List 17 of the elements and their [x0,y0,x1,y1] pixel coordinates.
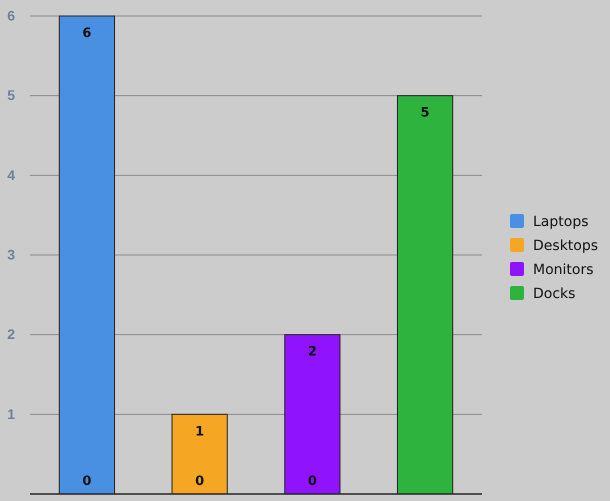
y-tick-label: 4 [7,166,16,183]
data-label: 5 [420,106,430,121]
legend-label: Docks [533,286,576,302]
data-label: 6 [82,26,92,41]
legend-label: Monitors [533,262,594,278]
y-tick-label: 6 [7,7,16,24]
y-tick-label: 3 [7,246,16,262]
data-label: 0 [308,474,317,489]
data-label: 1 [195,424,204,440]
data-label: 2 [308,344,317,360]
data-label: 0 [82,474,92,489]
data-label: 0 [195,474,204,489]
legend-label: Desktops [533,238,598,254]
y-tick-label: 2 [7,326,16,342]
y-tick-label: 5 [7,87,16,104]
legend-label: Laptops [533,214,589,230]
y-tick-label: 1 [7,406,16,422]
